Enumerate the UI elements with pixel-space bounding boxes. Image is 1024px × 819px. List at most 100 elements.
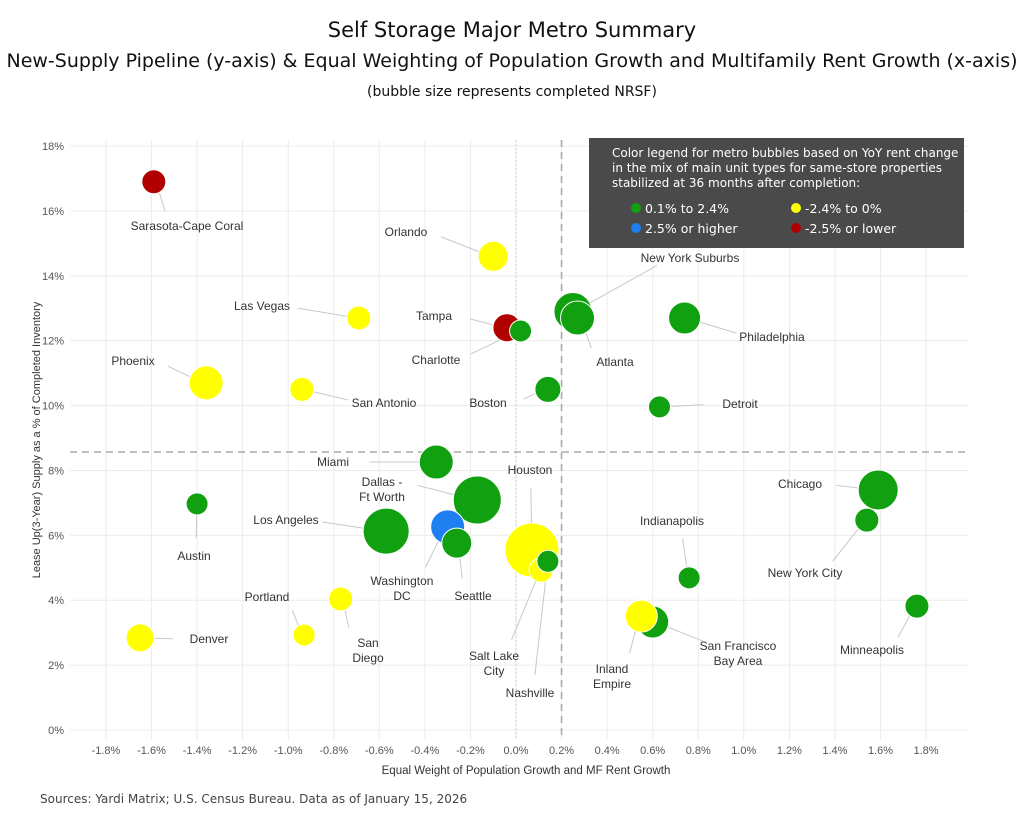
- label-line: Charlotte: [412, 353, 461, 367]
- bubble-label: Phoenix: [111, 354, 154, 368]
- leader-line: [440, 236, 487, 255]
- bubble-label: Miami: [317, 455, 349, 469]
- label-line: Tampa: [416, 309, 452, 323]
- bubble-label: Sarasota-Cape Coral: [131, 219, 244, 233]
- y-tick-label: 8%: [48, 465, 64, 477]
- bubble-los-angeles: [362, 507, 410, 555]
- y-axis-label: Lease Up(3-Year) Supply as a % of Comple…: [31, 301, 43, 578]
- label-line: Dallas -: [362, 475, 403, 489]
- bubble-chicago: [857, 469, 899, 511]
- label-line: DC: [393, 589, 411, 603]
- bubble-denver: [125, 623, 155, 653]
- label-line: City: [484, 664, 505, 678]
- y-tick-label: 0%: [48, 725, 64, 737]
- bubble-label: Dallas -Ft Worth: [359, 475, 405, 504]
- label-line: Indianapolis: [640, 514, 704, 528]
- bubble-label: Indianapolis: [640, 514, 704, 528]
- x-tick-label: -0.8%: [319, 745, 348, 757]
- bubble-portland: [292, 623, 316, 647]
- label-line: Inland: [596, 662, 629, 676]
- bubble-philadelphia: [668, 301, 702, 335]
- x-tick-label: 1.4%: [822, 745, 847, 757]
- x-tick-label: 1.8%: [914, 745, 939, 757]
- legend-swatch-green: [631, 203, 641, 213]
- bubble-label: Inland Empire: [593, 662, 631, 691]
- bubble-label: Austin: [177, 549, 210, 563]
- x-tick-label: -1.8%: [92, 745, 121, 757]
- bubble-label: Houston: [508, 463, 553, 477]
- x-tick-label: 0.0%: [503, 745, 528, 757]
- bubble-orlando: [477, 240, 509, 272]
- legend-entry: 0.1% to 2.4%: [645, 201, 729, 216]
- y-tick-label: 12%: [42, 336, 64, 348]
- label-line: Las Vegas: [234, 299, 290, 313]
- bubble-label: Portland: [245, 590, 290, 604]
- bubble-charlotte: [509, 319, 533, 343]
- label-line: San Francisco: [700, 639, 777, 653]
- x-tick-label: 1.2%: [777, 745, 802, 757]
- x-tick-label: -1.2%: [228, 745, 257, 757]
- label-line: Sarasota-Cape Coral: [131, 219, 244, 233]
- x-tick-label: 0.6%: [640, 745, 665, 757]
- label-line: Houston: [508, 463, 553, 477]
- label-line: New York City: [768, 566, 843, 580]
- x-tick-label: -0.2%: [456, 745, 485, 757]
- legend-title: stabilized at 36 months after completion…: [612, 176, 860, 190]
- label-line: Los Angeles: [253, 513, 318, 527]
- legend-entry: 2.5% or higher: [645, 221, 738, 236]
- label-line: Diego: [352, 651, 384, 665]
- bubble-label: Philadelphia: [739, 330, 805, 344]
- bubble-label: Orlando: [385, 225, 428, 239]
- bubble-label: Las Vegas: [234, 299, 290, 313]
- x-tick-label: -0.6%: [365, 745, 394, 757]
- label-line: Seattle: [454, 589, 492, 603]
- label-line: Bay Area: [714, 654, 763, 668]
- label-line: Phoenix: [111, 354, 154, 368]
- legend-title: in the mix of main unit types for same-s…: [612, 161, 942, 175]
- x-tick-label: 0.8%: [686, 745, 711, 757]
- leader-line: [298, 307, 353, 318]
- legend-box: [589, 138, 964, 248]
- x-tick-label: 1.0%: [731, 745, 756, 757]
- source-note: Sources: Yardi Matrix; U.S. Census Burea…: [40, 792, 468, 806]
- bubble-minneapolis: [904, 593, 930, 619]
- y-tick-label: 4%: [48, 595, 64, 607]
- leader-line: [832, 523, 863, 562]
- legend-entry: -2.4% to 0%: [805, 201, 882, 216]
- label-line: Empire: [593, 677, 631, 691]
- label-line: Denver: [190, 632, 229, 646]
- label-line: Nashville: [506, 686, 555, 700]
- legend: Color legend for metro bubbles based on …: [589, 138, 964, 248]
- legend-swatch-blue: [631, 223, 641, 233]
- label-line: Boston: [469, 396, 506, 410]
- label-line: Minneapolis: [840, 643, 904, 657]
- bubble-label: Atlanta: [596, 355, 634, 369]
- bubble-label: Tampa: [416, 309, 452, 323]
- label-line: Philadelphia: [739, 330, 805, 344]
- bubble-atlanta: [560, 300, 596, 336]
- bubble-label: Nashville: [506, 686, 555, 700]
- bubble-nashville: [536, 549, 560, 573]
- y-tick-label: 14%: [42, 271, 64, 283]
- y-tick-label: 6%: [48, 530, 64, 542]
- bubble-label: Boston: [469, 396, 506, 410]
- x-tick-label: -1.4%: [183, 745, 212, 757]
- bubble-label: Chicago: [778, 477, 822, 491]
- y-tick-label: 16%: [42, 206, 64, 218]
- bubble-las-vegas: [346, 305, 372, 331]
- bubble-dallas-ft-worth: [452, 475, 502, 525]
- chart-subtitle: New-Supply Pipeline (y-axis) & Equal Wei…: [6, 50, 1018, 72]
- bubble-label: Salt Lake City: [469, 649, 519, 678]
- bubble-inland-empire: [624, 599, 658, 633]
- bubble-san-diego: [328, 586, 354, 612]
- leader-line: [581, 265, 658, 309]
- legend-swatch-yellow: [791, 203, 801, 213]
- chart-note: (bubble size represents completed NRSF): [367, 84, 657, 100]
- label-line: Ft Worth: [359, 490, 405, 504]
- label-line: Washington: [371, 574, 434, 588]
- bubble-boston: [534, 375, 562, 403]
- label-line: Miami: [317, 455, 349, 469]
- bubble-label: Denver: [190, 632, 229, 646]
- bubble-label: San Antonio: [352, 396, 417, 410]
- bubble-san-antonio: [289, 376, 315, 402]
